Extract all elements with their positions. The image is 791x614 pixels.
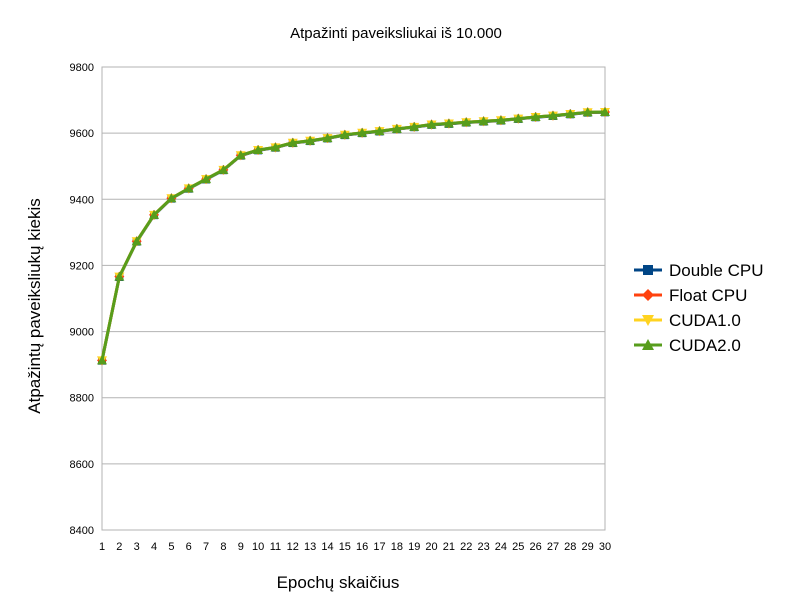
data-point: [426, 119, 437, 129]
x-tick-label: 13: [304, 541, 316, 553]
x-tick-label: 29: [582, 541, 594, 553]
legend-label: CUDA1.0: [669, 311, 741, 330]
x-tick-label: 28: [564, 541, 576, 553]
legend-label: Float CPU: [669, 286, 747, 305]
data-point: [287, 137, 298, 147]
gridlines: [102, 66, 605, 531]
x-tick-label: 9: [238, 541, 244, 553]
data-point: [357, 127, 368, 137]
series-cuda2-0: [97, 106, 610, 365]
data-point: [443, 118, 454, 128]
data-point: [495, 115, 506, 125]
data-point: [253, 145, 264, 155]
legend-label: Double CPU: [669, 261, 764, 280]
x-tick-label: 4: [151, 541, 157, 553]
x-tick-label: 14: [321, 541, 333, 553]
legend-marker: [643, 265, 653, 275]
x-tick-label: 7: [203, 541, 209, 553]
data-point: [97, 355, 107, 365]
x-tick-label: 24: [495, 541, 507, 553]
data-point: [149, 209, 160, 219]
x-tick-label: 19: [408, 541, 420, 553]
x-tick-label: 10: [252, 541, 264, 553]
data-point: [201, 174, 212, 184]
legend-item: CUDA1.0: [634, 311, 741, 330]
x-tick-label: 26: [529, 541, 541, 553]
x-tick-label: 8: [220, 541, 226, 553]
data-point: [374, 126, 385, 136]
data-point: [582, 107, 593, 117]
legend-marker: [642, 289, 654, 301]
x-tick-label: 3: [134, 541, 140, 553]
data-point: [166, 193, 177, 203]
x-tick-label: 21: [443, 541, 455, 553]
legend-item: Float CPU: [634, 286, 747, 305]
y-tick-label: 9400: [70, 194, 94, 206]
data-point: [391, 123, 402, 133]
legend: Double CPU Float CPU CUDA1.0 CUDA2.0: [634, 261, 764, 355]
y-tick-label: 9800: [70, 62, 94, 74]
x-tick-label: 15: [339, 541, 351, 553]
data-point: [565, 108, 576, 118]
data-point: [478, 116, 489, 126]
y-axis-title: Atpažintų paveiksliukų kiekis: [25, 198, 44, 413]
data-point: [322, 133, 333, 143]
y-tick-label: 9600: [70, 128, 94, 140]
data-point: [339, 129, 350, 139]
plot-frame: [101, 66, 606, 531]
x-tick-label: 5: [168, 541, 174, 553]
x-tick-label: 18: [391, 541, 403, 553]
x-tick-label: 25: [512, 541, 524, 553]
series-layer: [97, 106, 610, 366]
data-point: [270, 142, 281, 152]
x-tick-label: 20: [425, 541, 437, 553]
data-point: [235, 150, 246, 160]
data-point: [131, 236, 142, 246]
x-tick-label: 23: [477, 541, 489, 553]
x-tick-label: 30: [599, 541, 611, 553]
data-point: [114, 271, 125, 281]
x-tick-label: 6: [186, 541, 192, 553]
x-tick-label: 27: [547, 541, 559, 553]
legend-marker: [642, 339, 654, 350]
x-axis-title: Epochų skaičius: [277, 573, 400, 592]
data-point: [183, 183, 194, 193]
y-tick-label: 8400: [70, 525, 94, 537]
legend-item: CUDA2.0: [634, 336, 741, 355]
x-tick-label: 17: [373, 541, 385, 553]
x-tick-label: 1: [99, 541, 105, 553]
data-point: [218, 164, 229, 174]
x-tick-label: 16: [356, 541, 368, 553]
x-tick-label: 2: [116, 541, 122, 553]
chart-title: Atpažinti paveiksliukai iš 10.000: [290, 25, 502, 42]
data-point: [305, 135, 316, 145]
legend-marker: [642, 315, 654, 326]
y-axis-ticks: 8400 8600 8800 9000 9200 9400 9600 9800: [70, 62, 94, 537]
data-point: [513, 113, 524, 123]
x-tick-label: 22: [460, 541, 472, 553]
x-axis-ticks: 1 2 3 4 5 6 7 8 9 10 11 12 13 14 15 16 17 18 19 20 21 22 23 24 2…: [99, 541, 611, 553]
data-point: [409, 121, 420, 131]
y-tick-label: 8600: [70, 459, 94, 471]
legend-label: CUDA2.0: [669, 336, 741, 355]
y-tick-label: 9000: [70, 327, 94, 339]
x-tick-label: 11: [270, 541, 281, 553]
data-point: [547, 110, 558, 120]
x-tick-label: 12: [287, 541, 299, 553]
legend-item: Double CPU: [634, 261, 764, 280]
data-point: [530, 111, 541, 121]
y-tick-label: 8800: [70, 393, 94, 405]
data-point: [600, 106, 610, 116]
y-tick-label: 9200: [70, 260, 94, 272]
data-point: [461, 117, 472, 127]
